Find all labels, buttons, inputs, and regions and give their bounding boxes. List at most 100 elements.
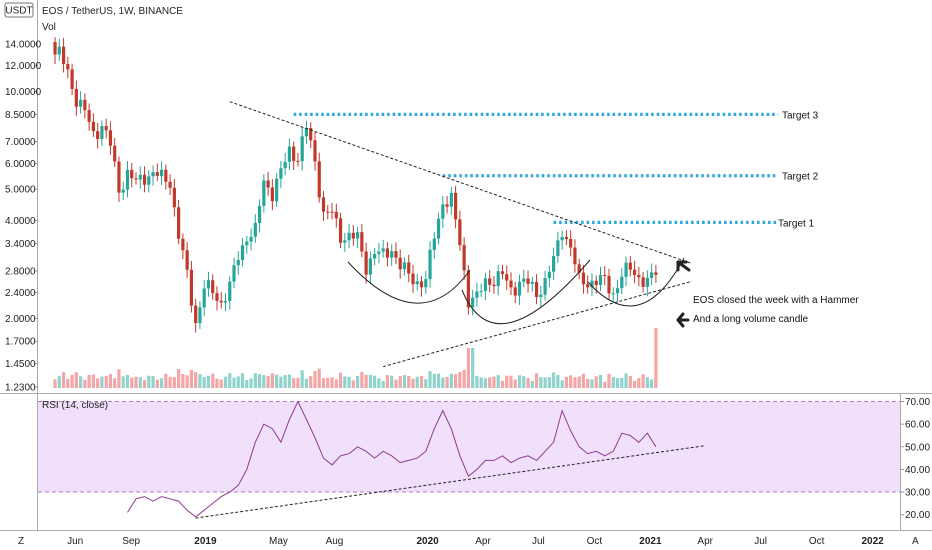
rsi-axis[interactable]: 20.00 30.00 40.00 50.00 60.00 70.00 — [900, 397, 930, 521]
candle-body — [108, 130, 113, 146]
candle-body — [206, 280, 211, 289]
volume-bar — [147, 375, 151, 388]
arrow-icon — [676, 260, 691, 272]
volume-bar — [377, 378, 381, 388]
candle-body — [142, 174, 147, 185]
target-1-label: Target 1 — [778, 218, 815, 229]
volume-bar — [181, 374, 185, 388]
candle-body — [317, 161, 321, 198]
candle-body — [424, 279, 428, 288]
volume-bar — [573, 377, 577, 388]
target-2-label: Target 2 — [782, 172, 819, 183]
price-tick-label: 7.0000 — [5, 137, 36, 148]
volume-bar — [138, 377, 142, 388]
volume-bar — [151, 376, 155, 388]
volume-bar — [586, 378, 590, 388]
candle-body — [539, 294, 543, 298]
candle-body — [632, 269, 637, 275]
volume-bar — [556, 375, 560, 388]
volume-bar — [91, 374, 95, 388]
price-pane[interactable] — [38, 0, 901, 392]
volume-bar — [262, 375, 266, 388]
candle-body — [373, 253, 377, 259]
price-tick-label: 6.0000 — [5, 159, 36, 170]
volume-bar — [326, 377, 330, 388]
candle-body — [164, 169, 168, 182]
time-axis[interactable]: Jun Sep 2019 May Aug 2020 Apr Jul Oct 2021 Apr Jul O… — [67, 536, 884, 547]
rsi-tick-label: 60.00 — [905, 420, 930, 431]
candle-body — [117, 161, 121, 193]
candle-body — [368, 258, 372, 275]
symbol-badge[interactable]: USDT — [5, 6, 32, 17]
volume-bar — [360, 371, 364, 388]
volume-bar — [500, 380, 505, 388]
volume-bar — [198, 374, 202, 388]
price-tick-label: 14.0000 — [5, 40, 42, 51]
volume-bar — [74, 372, 78, 388]
volume-bar — [168, 376, 172, 388]
volume-bar — [517, 375, 522, 388]
candle-body — [159, 169, 164, 176]
price-tick-label: 1.4500 — [5, 359, 36, 370]
candle-body — [526, 278, 530, 284]
volume-bar — [309, 376, 313, 388]
volume-bar — [373, 375, 377, 388]
candle-body — [121, 189, 125, 193]
volume-bar — [155, 379, 159, 388]
volume-bar — [424, 379, 428, 388]
time-tick-label: May — [269, 536, 288, 547]
volume-bar — [232, 377, 236, 388]
candle-body — [79, 99, 83, 107]
volume-bar — [603, 381, 607, 388]
volume-bar — [547, 377, 551, 388]
symbol-badge-box[interactable] — [4, 2, 34, 18]
volume-bar — [253, 373, 257, 388]
rsi-tick-label: 40.00 — [905, 465, 930, 476]
volume-bar — [539, 377, 543, 388]
price-axis[interactable]: 14.0000 12.0000 10.0000 8.5000 7.0000 6.0000 5… — [5, 40, 42, 394]
volume-bar — [624, 373, 628, 388]
volume-bar — [249, 378, 253, 388]
volume-bar — [620, 377, 624, 388]
volume-bar — [223, 376, 228, 388]
volume-bar — [236, 376, 240, 388]
volume-bar — [287, 374, 292, 388]
candle-body — [198, 307, 202, 324]
candle-body — [287, 146, 292, 162]
volume-bar — [398, 376, 402, 388]
candle-body — [543, 278, 547, 295]
candle-body — [304, 127, 309, 137]
candle-body — [253, 222, 257, 237]
volume-bar — [564, 376, 569, 388]
candle-body — [577, 264, 581, 273]
volume-label: Vol — [42, 22, 56, 33]
candle-body — [488, 278, 492, 285]
candle-body — [87, 110, 91, 122]
candle-body — [654, 272, 658, 275]
candle-body — [390, 251, 394, 258]
rsi-tick-label: 70.00 — [905, 397, 930, 408]
volume-bar — [87, 374, 91, 388]
candle-body — [624, 262, 628, 277]
price-tick-label: 1.2300 — [5, 382, 36, 393]
candle-body — [611, 293, 615, 295]
candle-body — [100, 126, 104, 139]
zoom-button[interactable]: Z — [18, 536, 24, 547]
volume-bar — [245, 379, 249, 388]
candle-body — [134, 178, 138, 180]
candle-body — [603, 274, 607, 276]
volume-bar — [415, 376, 419, 388]
auto-scale-button[interactable]: A — [912, 536, 919, 547]
candle-body — [313, 140, 317, 162]
rsi-tick-label: 30.00 — [905, 488, 930, 499]
volume-bar — [257, 373, 262, 388]
candle-body — [74, 88, 78, 107]
candle-body — [620, 276, 624, 289]
candle-body — [326, 211, 330, 213]
candle-body — [513, 287, 517, 296]
volume-bar — [441, 377, 445, 388]
price-tick-label: 12.0000 — [5, 61, 42, 72]
rsi-series — [127, 400, 706, 519]
volume-bar — [641, 374, 645, 388]
time-tick-label: 2021 — [639, 536, 662, 547]
